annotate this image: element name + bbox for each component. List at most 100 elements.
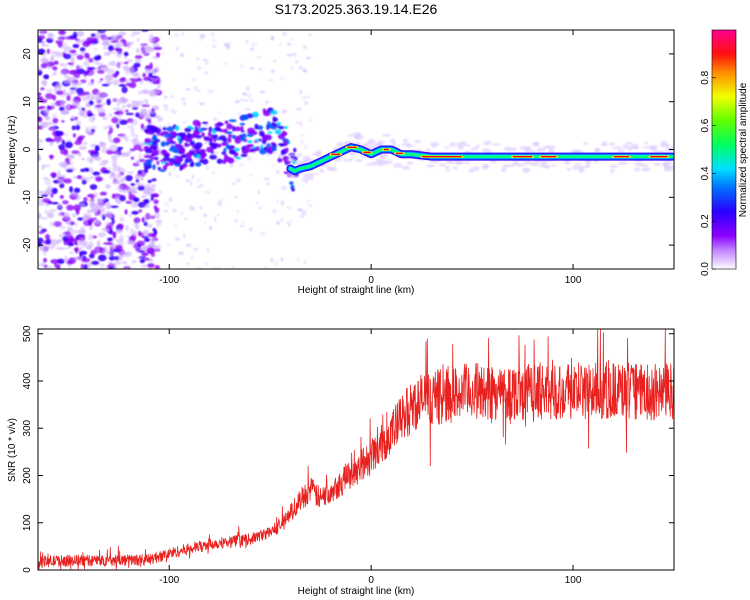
spectrogram-noise-blob <box>286 53 293 57</box>
spectrogram-cluster-blob <box>233 126 242 132</box>
spectrogram-noise-blob <box>38 112 41 116</box>
spectrogram-noise-blob <box>46 48 50 55</box>
spectrogram-noise-blob <box>131 31 141 35</box>
spectrogram-cluster-blob <box>169 139 174 144</box>
spectrogram-halo-blob <box>626 141 633 146</box>
spectrogram-noise-blob <box>94 47 98 51</box>
spectrogram-noise-blob <box>111 193 116 199</box>
spectrogram-cluster-blob <box>246 143 254 148</box>
spectrogram-y-ticks: -20 -10 0 10 20 <box>22 48 674 252</box>
spectrogram-noise-blob <box>107 45 114 52</box>
spectrogram-noise-blob <box>95 176 103 182</box>
spectrogram-cluster-blob <box>243 115 249 121</box>
spectrogram-noise-blob <box>72 43 80 49</box>
spectrogram-noise-blob <box>117 108 125 112</box>
spectrogram-noise-blob <box>117 167 126 174</box>
spectrogram-noise-blob <box>40 30 45 36</box>
spectrogram-noise-blob <box>125 138 129 143</box>
snr-x-tick-label: -100 <box>159 575 179 586</box>
spectrogram-noise-blob <box>83 264 88 269</box>
spectrogram-noise-blob <box>64 92 73 96</box>
spectrogram-noise-blob <box>258 206 263 210</box>
spectrogram-noise-blob <box>38 231 45 234</box>
spectrogram-noise-blob <box>150 240 155 247</box>
spectrogram-cluster-blob <box>200 152 206 159</box>
spectrogram-cluster-blob <box>277 125 284 130</box>
spectrogram-halo-blob <box>483 140 492 146</box>
spectrogram-noise-blob <box>134 134 139 139</box>
spectrogram-noise-blob <box>126 59 133 63</box>
spectrogram-noise-blob <box>292 52 297 57</box>
spectrogram-noise-blob <box>101 248 109 255</box>
spectrogram-noise-blob <box>83 60 90 67</box>
spectrogram-noise-blob <box>106 98 111 106</box>
spectrogram-noise-blob <box>212 38 215 43</box>
spectrogram-halo-blob <box>444 146 450 149</box>
spectrogram-cluster-blob <box>164 131 169 136</box>
spectrogram-halo-blob <box>530 162 540 167</box>
spectrogram-noise-blob <box>96 209 101 216</box>
spectrogram-noise-blob <box>303 69 307 73</box>
spectrogram-noise-blob <box>282 31 287 36</box>
spectrogram-noise-blob <box>52 117 59 124</box>
spectrogram-cluster-blob <box>258 138 262 142</box>
spectrogram-noise-blob <box>235 178 241 183</box>
spectrogram-halo-blob <box>304 159 310 163</box>
spectrogram-noise-blob <box>62 200 69 205</box>
spectrogram-noise-blob <box>186 261 190 265</box>
spectrogram-noise-blob <box>138 153 142 160</box>
spectrogram-noise-blob <box>48 209 57 212</box>
spectrogram-halo-blob <box>369 161 379 166</box>
spectrogram-noise-blob <box>142 245 146 252</box>
spectrogram-noise-blob <box>219 198 224 202</box>
spectrogram-noise-blob <box>83 196 88 202</box>
spectrogram-halo-blob <box>348 158 353 162</box>
spectrogram-noise-blob <box>57 176 65 180</box>
spectrogram-noise-blob <box>89 184 98 190</box>
spectrogram-noise-blob <box>89 203 96 207</box>
colorbar-tick-label: 0.0 <box>700 262 711 276</box>
spectrogram-noise-blob <box>43 108 50 115</box>
spectrogram-noise-blob <box>69 87 77 90</box>
spectrogram-noise-blob <box>142 188 146 195</box>
spectrogram-noise-blob <box>135 222 140 229</box>
spectrogram-cluster-blob <box>172 149 177 153</box>
spectrogram-noise-blob <box>133 73 141 79</box>
spectrogram-noise-blob <box>153 46 163 50</box>
spectrogram-noise-blob <box>140 50 148 55</box>
spectrogram-noise-blob <box>233 160 239 163</box>
spectrogram-noise-blob <box>173 166 176 171</box>
spectrogram-noise-blob <box>43 257 48 263</box>
spectrogram-noise-blob <box>45 92 54 100</box>
spectrogram-y-tick-label: 10 <box>22 96 33 108</box>
spectrogram-noise-blob <box>174 237 180 241</box>
spectrogram-x-tick-label: 0 <box>368 275 374 286</box>
spectrogram-noise-blob <box>153 211 161 219</box>
snr-x-axis-title: Height of straight line (km) <box>298 586 415 597</box>
spectrogram-noise-blob <box>124 152 130 157</box>
spectrogram-noise-blob <box>303 259 307 265</box>
spectrogram-noise-blob <box>103 51 111 56</box>
spectrogram-cluster-blob <box>169 147 174 152</box>
spectrogram-noise-blob <box>214 151 218 155</box>
spectrogram-noise-blob <box>129 148 136 152</box>
spectrogram-halo-blob <box>653 162 661 166</box>
spectrogram-noise-blob <box>58 144 66 151</box>
spectrogram-noise-blob <box>72 31 78 38</box>
spectrogram-cluster-blob <box>273 143 277 147</box>
spectrogram-noise-blob <box>121 105 125 109</box>
spectrogram-noise-blob <box>64 62 68 69</box>
spectrogram-noise-blob <box>167 122 170 127</box>
spectrogram-noise-blob <box>223 62 228 65</box>
spectrogram-noise-blob <box>50 172 57 178</box>
spectrogram-cluster-blob <box>289 181 294 185</box>
spectrogram-noise-blob <box>120 135 128 140</box>
spectrogram-noise-blob <box>38 92 42 96</box>
spectrogram-noise-blob <box>163 103 168 109</box>
spectrogram-cluster-blob <box>184 127 192 133</box>
spectrogram-noise-blob <box>97 232 107 238</box>
spectrogram-noise-blob <box>40 63 48 69</box>
spectrogram-noise-blob <box>125 200 133 204</box>
spectrogram-noise-blob <box>46 212 55 218</box>
